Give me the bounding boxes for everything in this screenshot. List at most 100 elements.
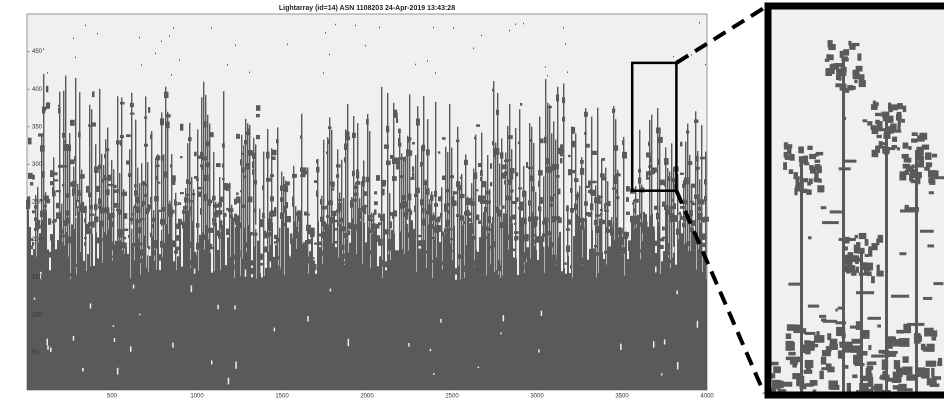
inset-branch [877, 325, 881, 328]
raster-blob [414, 272, 417, 275]
raster-column [89, 266, 91, 390]
inset-blob [925, 152, 932, 159]
raster-gap [211, 361, 213, 365]
raster-blob [680, 173, 684, 175]
raster-blob [134, 184, 137, 187]
raster-column [159, 270, 161, 390]
raster-column [367, 114, 368, 227]
inset-blob [845, 266, 848, 270]
raster-column [387, 93, 388, 254]
raster-blob [158, 254, 161, 261]
raster-blob [218, 202, 222, 207]
raster-blob [84, 237, 87, 239]
raster-gap [274, 328, 276, 332]
inset-blob [874, 102, 879, 106]
raster-column [345, 239, 347, 390]
raster-column [507, 126, 508, 249]
raster-blob [346, 137, 350, 141]
inset-ground [931, 337, 936, 341]
inset-blob [854, 80, 857, 83]
raster-column [553, 121, 554, 255]
raster-column [197, 270, 199, 390]
raster-column [581, 266, 583, 390]
raster-column [571, 278, 573, 390]
raster-blob [202, 234, 205, 240]
raster-blob [364, 207, 366, 214]
raster-column [349, 243, 351, 390]
raster-blob [116, 142, 119, 144]
raster-blob [514, 231, 519, 234]
raster-blob [414, 206, 416, 213]
raster-blob [608, 246, 611, 253]
raster-column [143, 181, 144, 236]
raster-blob [658, 137, 663, 143]
raster-blob [362, 176, 365, 183]
raster-column [431, 191, 432, 278]
raster-column [285, 210, 287, 390]
raster-blob [580, 160, 584, 164]
raster-blob [700, 157, 705, 160]
raster-column [623, 275, 625, 390]
raster-column [259, 273, 261, 390]
raster-column [607, 251, 609, 390]
raster-blob [448, 203, 450, 206]
raster-column [315, 274, 317, 390]
raster-blob [112, 222, 114, 228]
raster-blob [268, 224, 271, 231]
raster-blob [88, 124, 90, 126]
inset-blob [920, 156, 924, 160]
inset-blob [809, 165, 814, 170]
inset-blob [835, 83, 841, 87]
raster-blob [356, 172, 359, 179]
inset-blob [794, 172, 798, 179]
raster-column [219, 270, 221, 390]
raster-blob [54, 179, 58, 181]
inset-blob [859, 80, 866, 87]
raster-column [605, 264, 607, 390]
raster-column [223, 91, 224, 214]
raster-column [301, 244, 303, 390]
raster-column [563, 268, 565, 390]
raster-blob [204, 194, 207, 201]
raster-column [207, 115, 208, 240]
raster-column [205, 95, 206, 225]
raster-speck [287, 44, 288, 46]
raster-blob [510, 174, 513, 179]
raster-column [645, 214, 647, 390]
raster-blob [550, 203, 553, 207]
raster-blob [54, 219, 57, 222]
raster-column [147, 162, 148, 272]
raster-blob [566, 245, 570, 252]
inset-blob [883, 117, 889, 121]
raster-column [415, 272, 417, 390]
raster-blob [64, 140, 66, 143]
raster-blob [238, 216, 240, 218]
inset-blob [804, 162, 809, 165]
raster-column [33, 249, 35, 390]
raster-column [73, 229, 75, 390]
raster-column [215, 223, 217, 390]
x-tick-label: 3000 [530, 394, 544, 400]
raster-blob [50, 170, 53, 177]
raster-blob [448, 210, 450, 213]
raster-gap [664, 339, 666, 344]
raster-speck [171, 74, 172, 76]
raster-blob [372, 229, 375, 232]
y-tick-label: 150 [32, 275, 43, 281]
raster-column [113, 246, 115, 390]
raster-column [369, 131, 370, 268]
raster-blob [504, 180, 506, 184]
raster-column [135, 120, 136, 219]
inset-blob [799, 159, 803, 167]
raster-column [145, 267, 147, 390]
raster-blob [392, 176, 397, 181]
raster-blob [326, 215, 329, 218]
inset-blob [855, 235, 858, 238]
inset-branch [808, 236, 812, 239]
raster-blob [540, 138, 544, 143]
raster-speck [379, 27, 380, 29]
raster-column [383, 214, 385, 390]
raster-gap [75, 216, 77, 218]
raster-gap [673, 247, 675, 253]
raster-column [513, 257, 515, 390]
